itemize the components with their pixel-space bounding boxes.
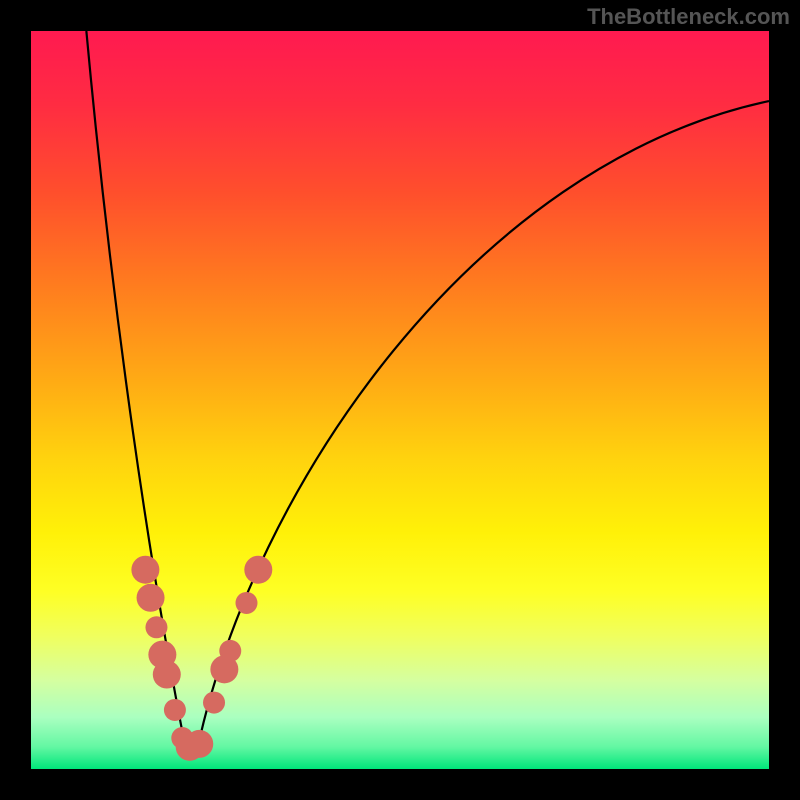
data-marker [235, 592, 257, 614]
watermark-text: TheBottleneck.com [587, 4, 790, 30]
data-marker [203, 692, 225, 714]
bottleneck-curve-plot [0, 0, 800, 800]
data-marker [137, 584, 165, 612]
data-marker [219, 640, 241, 662]
data-marker [164, 699, 186, 721]
data-marker [244, 556, 272, 584]
data-marker [131, 556, 159, 584]
data-marker [153, 661, 181, 689]
gradient-background [31, 31, 769, 769]
data-marker [145, 616, 167, 638]
data-marker [185, 730, 213, 758]
chart-container: TheBottleneck.com [0, 0, 800, 800]
